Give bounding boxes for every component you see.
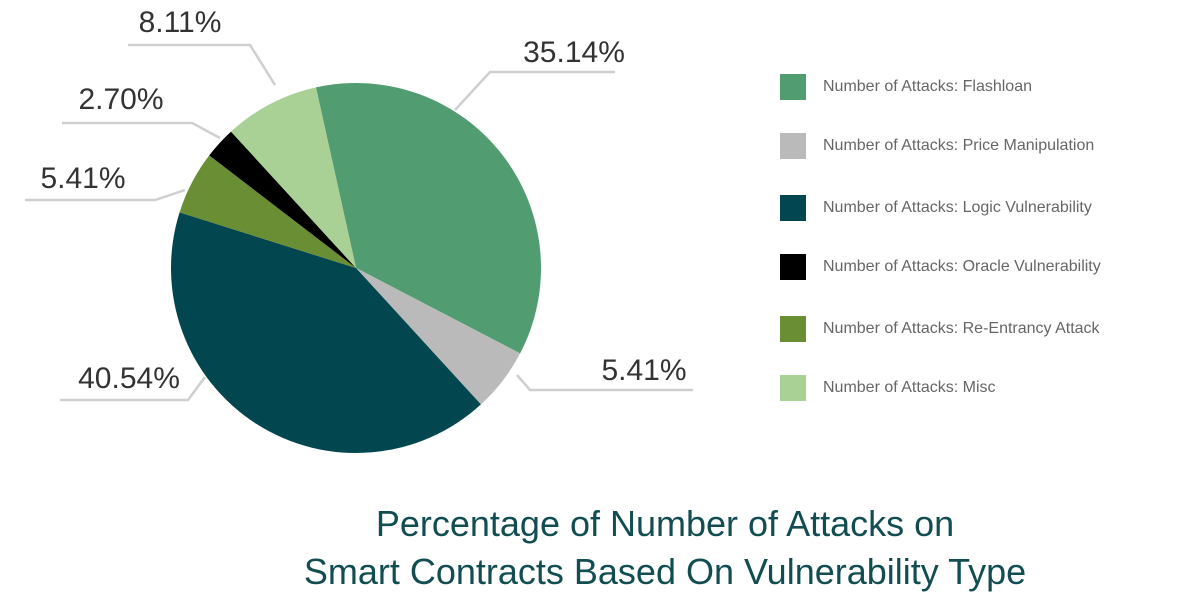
legend-item-logic-vulnerability: Number of Attacks: Logic Vulnerability	[780, 195, 1101, 221]
data-label-oracle-vulnerability: 2.70%	[78, 83, 163, 116]
pie-slice-oracle-vulnerability	[209, 131, 356, 268]
leader-line	[516, 374, 693, 392]
leader-line	[60, 376, 207, 402]
pie-slice-logic-vulnerability	[170, 212, 481, 454]
legend-swatch	[780, 74, 806, 100]
legend-label: Number of Attacks: Logic Vulnerability	[823, 199, 1092, 216]
chart-title: Percentage of Number of Attacks on Smart…	[250, 500, 1080, 596]
legend-label: Number of Attacks: Misc	[823, 379, 996, 396]
data-label-re-entrancy-attack: 5.41%	[40, 162, 125, 195]
legend-swatch	[780, 254, 806, 280]
leader-line	[128, 43, 277, 86]
legend: Number of Attacks: Flashloan Number of At…	[780, 74, 1101, 437]
pie-slice-flashloan	[315, 83, 541, 354]
leader-line	[454, 70, 615, 111]
legend-swatch	[780, 316, 806, 342]
pie-slice-re-entrancy-attack	[179, 155, 356, 268]
legend-item-re-entrancy-attack: Number of Attacks: Re-Entrancy Attack	[780, 316, 1101, 342]
legend-swatch	[780, 133, 806, 159]
data-label-logic-vulnerability: 40.54%	[78, 362, 180, 395]
leader-line	[62, 121, 221, 140]
legend-item-misc: Number of Attacks: Misc	[780, 375, 1101, 401]
pie-slice-misc	[231, 87, 356, 268]
legend-label: Number of Attacks: Oracle Vulnerability	[823, 258, 1101, 275]
data-label-misc: 8.11%	[139, 6, 222, 39]
chart-title-line-1: Percentage of Number of Attacks on	[375, 503, 955, 544]
legend-swatch	[780, 375, 806, 401]
legend-item-oracle-vulnerability: Number of Attacks: Oracle Vulnerability	[780, 254, 1101, 280]
data-label-flashloan: 35.14%	[523, 36, 625, 69]
pie-slice-price-manipulation	[356, 268, 521, 405]
legend-item-flashloan: Number of Attacks: Flashloan	[780, 74, 1101, 100]
leader-line	[25, 188, 186, 202]
legend-item-price-manipulation: Number of Attacks: Price Manipulation	[780, 133, 1101, 159]
data-label-price-manipulation: 5.41%	[601, 354, 686, 387]
legend-label: Number of Attacks: Price Manipulation	[823, 137, 1095, 154]
legend-label: Number of Attacks: Re-Entrancy Attack	[823, 320, 1100, 337]
chart-title-line-2: Smart Contracts Based On Vulnerability T…	[303, 551, 1027, 592]
legend-label: Number of Attacks: Flashloan	[823, 78, 1032, 95]
legend-swatch	[780, 195, 806, 221]
